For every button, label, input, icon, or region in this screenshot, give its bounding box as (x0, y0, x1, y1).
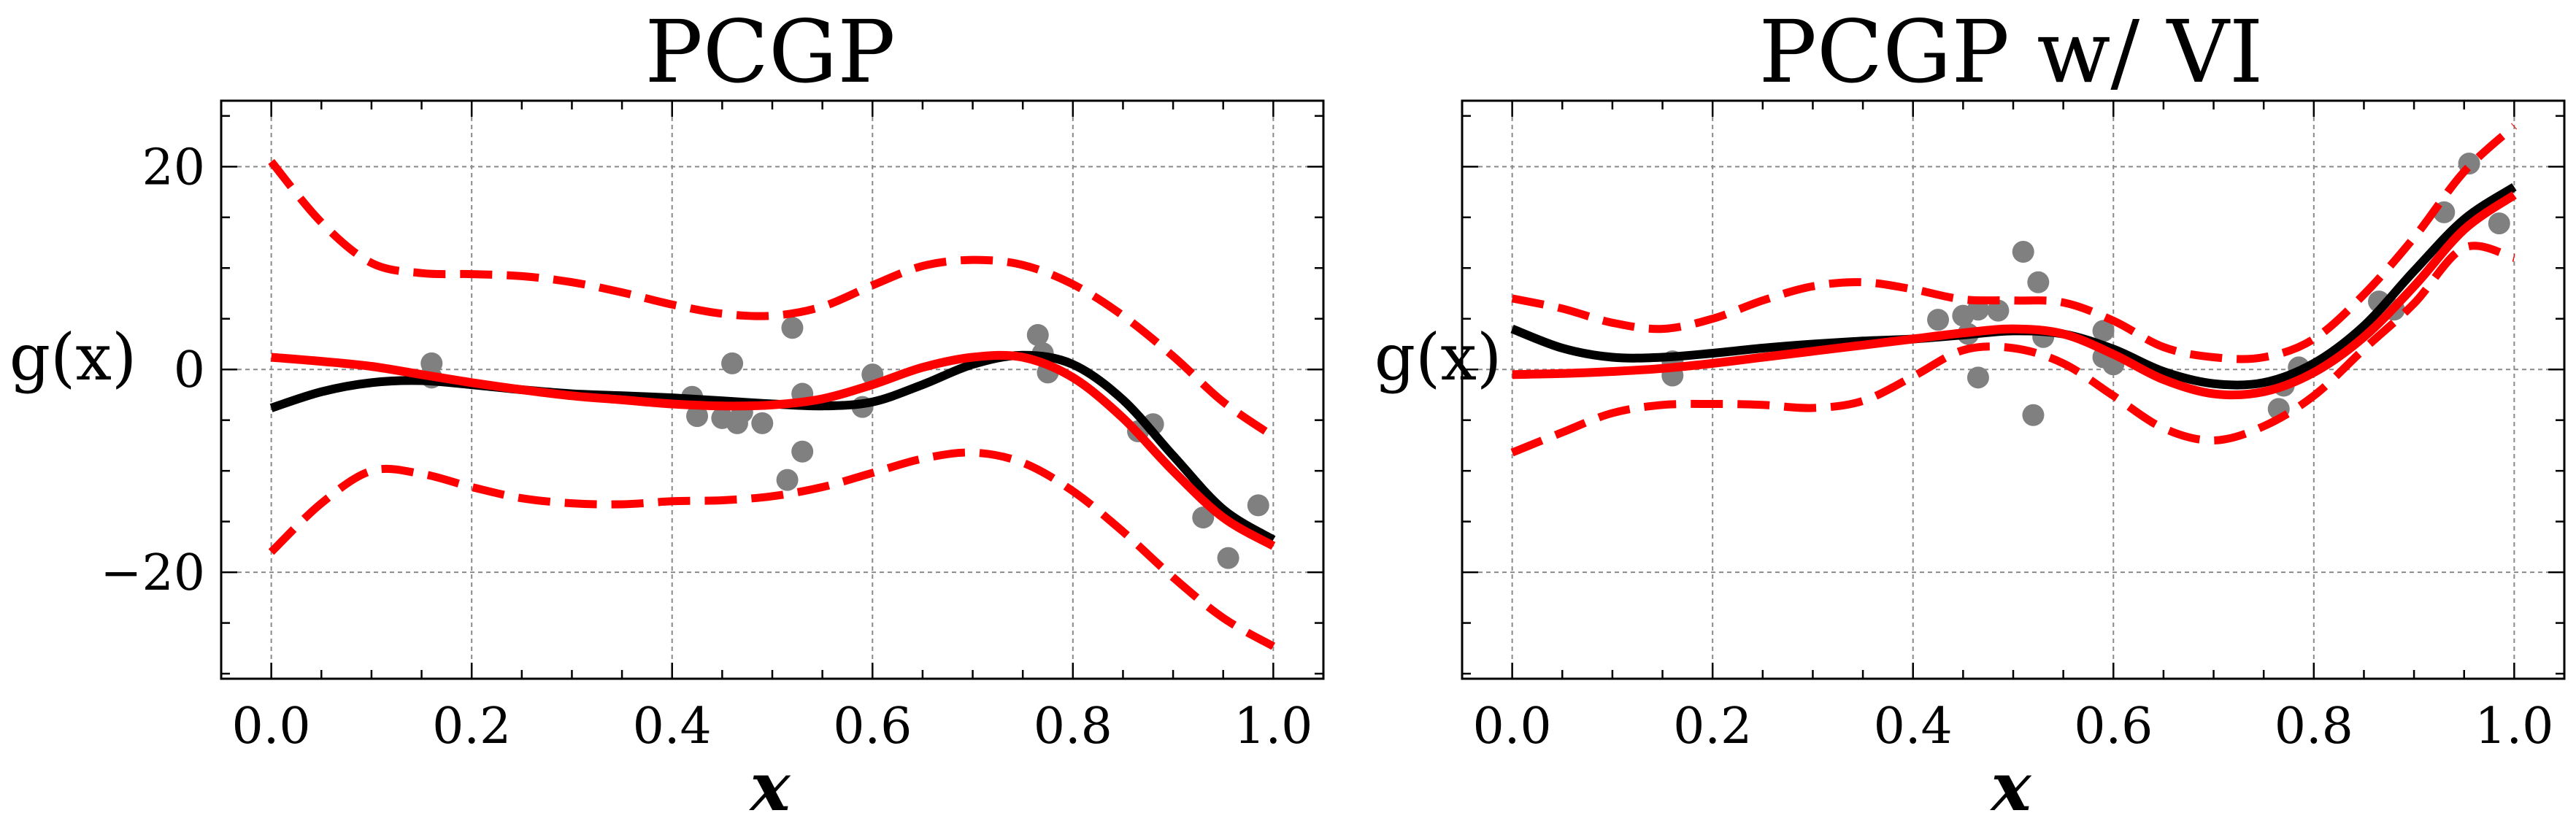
y-tick-label: 20 (142, 139, 205, 196)
x-axis-label: x (1990, 747, 2032, 826)
y-axis-label: g(x) (9, 320, 137, 395)
observation-point (781, 317, 804, 339)
x-tick-label: 1.0 (1234, 698, 1312, 755)
series-line-upper-bound (1511, 123, 2518, 363)
series-line-upper-bound (268, 158, 1276, 440)
x-axis-label: x (749, 747, 791, 826)
observation-point (2022, 404, 2045, 426)
observation-point (1966, 366, 1989, 389)
observation-point (2488, 212, 2510, 235)
grid-lines (1462, 101, 2564, 679)
y-tick-label: 0 (174, 342, 205, 399)
observation-point (791, 440, 814, 463)
observation-point (2027, 271, 2050, 293)
axes-frame (220, 99, 1325, 680)
series-line-mean (1512, 191, 2517, 400)
grid-lines (221, 101, 1323, 679)
series-line-mean (271, 350, 1276, 550)
x-tick-label: 0.4 (1874, 698, 1953, 755)
y-tick-label: −20 (100, 544, 205, 602)
x-tick-label: 0.4 (633, 698, 712, 755)
x-tick-label: 0.2 (432, 698, 511, 755)
panel-title: PCGP (645, 1, 895, 102)
series-line-truth (269, 350, 1276, 544)
observation-point (1247, 494, 1269, 517)
x-tick-label: 0.0 (1473, 698, 1552, 755)
plot-area (268, 158, 1276, 650)
observation-point (2092, 320, 2115, 342)
x-tick-label: 0.6 (833, 698, 912, 755)
observation-point (1927, 309, 1950, 331)
observation-point (1987, 299, 2010, 322)
panel-pcgp: 0.0 0.2 0.4 0.6 0.8 1.0 −20 0 20 PCGP x g(x) (9, 1, 1325, 826)
y-tick-labels: −20 0 20 (100, 139, 205, 602)
tick-marks (220, 101, 1325, 679)
x-tick-labels: 0.0 0.2 0.4 0.6 0.8 1.0 (1473, 698, 2554, 755)
axes-frame (1461, 99, 2566, 680)
observation-point (1217, 547, 1239, 569)
x-tick-label: 0.8 (2275, 698, 2353, 755)
tick-marks (1461, 101, 2566, 679)
x-tick-label: 0.6 (2074, 698, 2153, 755)
y-axis-label: g(x) (1374, 320, 1502, 395)
observation-point (1026, 323, 1049, 346)
x-tick-label: 0.2 (1673, 698, 1752, 755)
observation-point (721, 352, 744, 374)
x-tick-label: 0.8 (1034, 698, 1112, 755)
panel-title: PCGP w/ VI (1759, 1, 2264, 102)
x-tick-labels: 0.0 0.2 0.4 0.6 0.8 1.0 (232, 698, 1313, 755)
series-line-lower-bound (268, 448, 1276, 650)
series-line-lower-bound (1510, 242, 2515, 457)
panel-pcgp-vi: 0.0 0.2 0.4 0.6 0.8 1.0 PCGP w/ VI x g(x) (1374, 1, 2566, 826)
series-line-truth (1510, 183, 2517, 390)
x-tick-label: 0.0 (232, 698, 311, 755)
observation-point (776, 469, 799, 491)
observation-point (751, 412, 774, 434)
plot-area (1510, 123, 2518, 457)
x-tick-label: 1.0 (2475, 698, 2553, 755)
observation-point (2012, 241, 2034, 263)
observation-point (1192, 506, 1215, 529)
observation-point (686, 405, 709, 428)
